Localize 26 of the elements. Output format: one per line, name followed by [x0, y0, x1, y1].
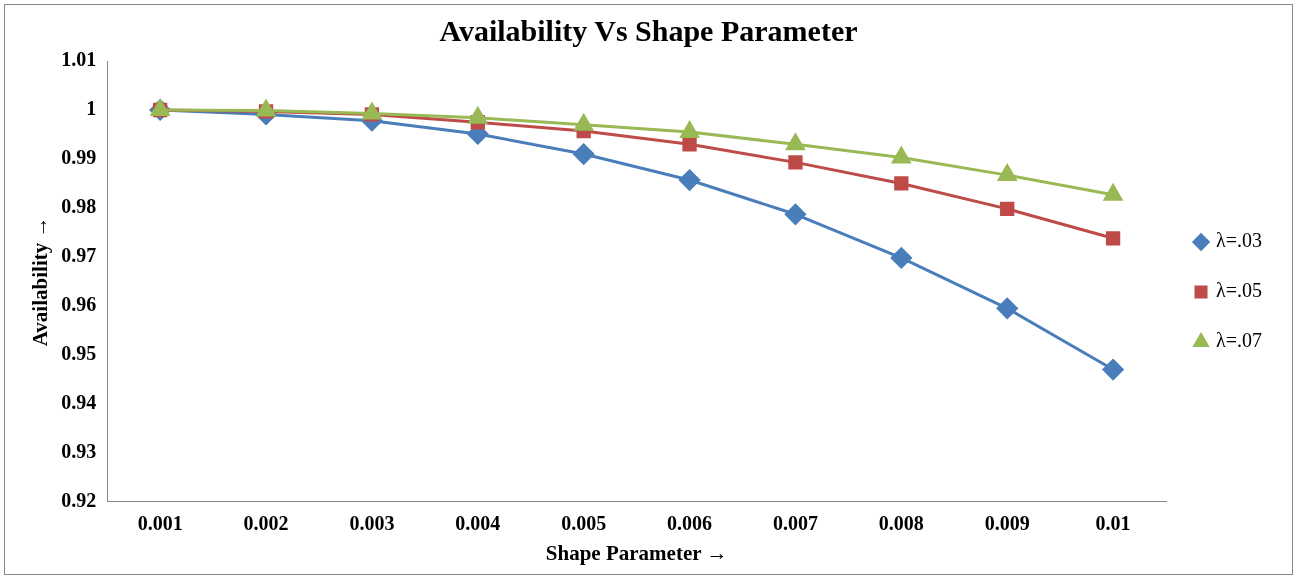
- x-tick-label: 0.01: [1095, 511, 1131, 534]
- x-tick-label: 0.008: [878, 511, 924, 534]
- y-tick-label: 0.94: [61, 391, 97, 414]
- legend-label: λ=.03: [1216, 229, 1263, 252]
- x-tick-label: 0.004: [455, 511, 501, 534]
- x-tick-label: 0.006: [667, 511, 713, 534]
- x-tick-label: 0.002: [243, 511, 289, 534]
- y-tick-label: 0.93: [61, 439, 97, 462]
- y-axis-title: Availability →: [28, 216, 53, 347]
- y-tick-label: 0.96: [61, 293, 97, 316]
- y-tick-label: 0.92: [61, 488, 97, 511]
- y-tick-label: 0.98: [61, 195, 97, 218]
- x-tick-label: 0.001: [137, 511, 183, 534]
- x-tick-label: 0.003: [349, 511, 395, 534]
- y-tick-label: 1: [86, 97, 97, 120]
- y-tick-label: 1.01: [61, 48, 97, 71]
- legend-label: λ=.07: [1216, 329, 1263, 352]
- y-tick-label: 0.95: [61, 342, 97, 365]
- legend-label: λ=.05: [1216, 279, 1263, 302]
- x-tick-label: 0.007: [772, 511, 818, 534]
- chart-title: Availability Vs Shape Parameter: [439, 13, 858, 47]
- y-tick-label: 0.99: [61, 146, 97, 169]
- x-tick-label: 0.009: [984, 511, 1030, 534]
- x-axis-title: Shape Parameter →: [545, 540, 728, 565]
- x-tick-label: 0.005: [561, 511, 607, 534]
- y-tick-label: 0.97: [61, 244, 97, 267]
